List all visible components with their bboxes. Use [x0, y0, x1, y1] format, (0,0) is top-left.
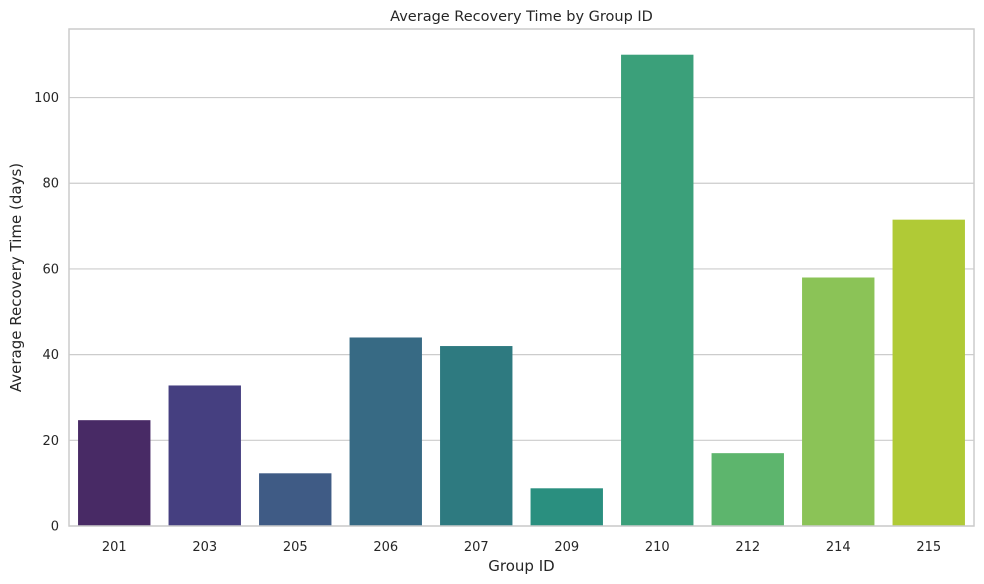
x-tick-label: 210 [645, 540, 670, 555]
x-tick-label: 203 [192, 540, 217, 555]
chart-title: Average Recovery Time by Group ID [390, 9, 653, 25]
bar-205 [259, 473, 332, 526]
bars [78, 54, 965, 526]
bar-214 [802, 277, 875, 526]
y-tick-label: 80 [42, 177, 59, 192]
y-tick-label: 0 [51, 520, 59, 535]
bar-203 [168, 385, 241, 526]
bar-207 [440, 346, 513, 526]
x-tick-label: 201 [102, 540, 127, 555]
y-axis-label: Average Recovery Time (days) [7, 163, 25, 392]
y-tick-label: 40 [42, 348, 59, 363]
bar-201 [78, 420, 151, 526]
bar-212 [711, 453, 784, 526]
plot-frame [68, 28, 975, 527]
y-tick-label: 60 [42, 262, 59, 277]
bar-209 [530, 488, 603, 526]
bar-215 [892, 219, 965, 526]
x-tick-label: 207 [464, 540, 489, 555]
x-axis-label: Group ID [488, 557, 554, 575]
x-tick-label: 209 [554, 540, 579, 555]
y-tick-labels: 0 20 40 60 80 100 [34, 91, 59, 534]
bar-210 [621, 54, 694, 526]
x-tick-label: 215 [916, 540, 941, 555]
x-tick-label: 214 [826, 540, 851, 555]
y-tick-label: 100 [34, 91, 59, 106]
x-tick-label: 212 [735, 540, 760, 555]
x-tick-label: 206 [373, 540, 398, 555]
x-tick-labels: 201 203 205 206 207 209 210 212 214 215 [102, 540, 941, 555]
y-tick-label: 20 [42, 434, 59, 449]
bar-206 [349, 337, 422, 526]
x-tick-label: 205 [283, 540, 308, 555]
